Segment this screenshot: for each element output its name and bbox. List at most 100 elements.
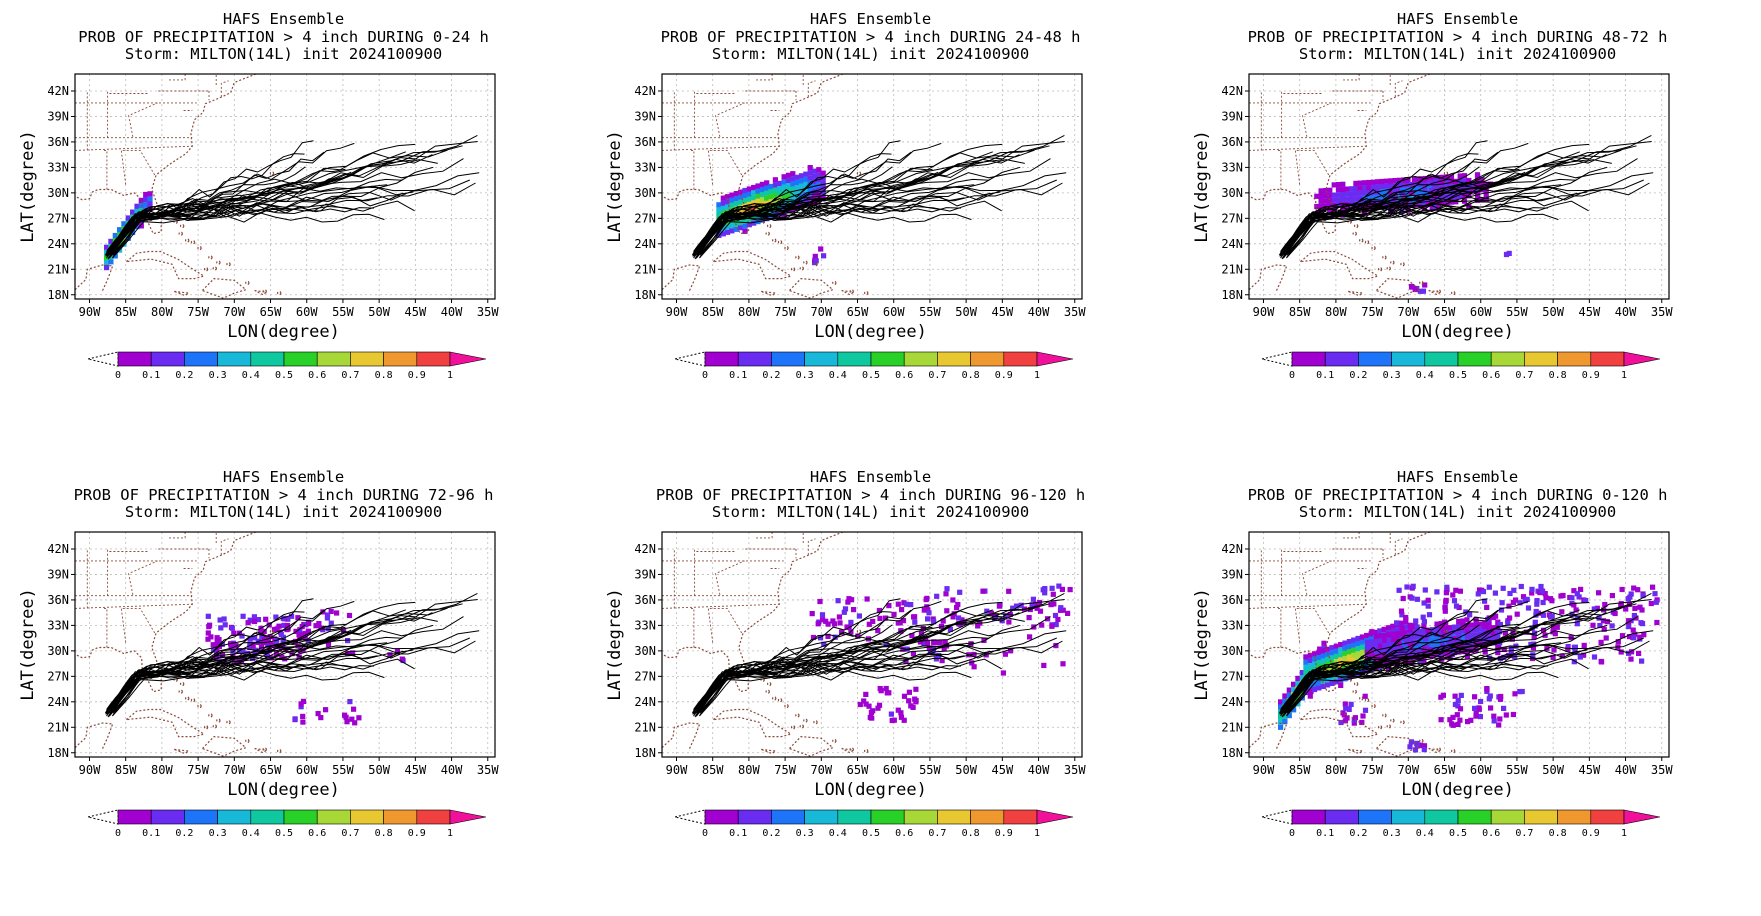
prob-cell <box>300 713 306 719</box>
prob-cell <box>134 203 140 209</box>
lon-tick-label: 55W <box>332 305 354 319</box>
prob-cell <box>1338 647 1344 653</box>
prob-cell <box>1396 193 1402 199</box>
lon-tick-label: 65W <box>260 763 282 777</box>
x-axis-label: LON(degree) <box>814 780 927 800</box>
prob-cell <box>1422 181 1428 187</box>
map-panel-3: HAFS Ensemble PROB OF PRECIPITATION > 4 i… <box>1174 0 1761 458</box>
prob-cell <box>1335 187 1342 193</box>
prob-cell <box>1390 647 1397 653</box>
lat-tick-label: 39N <box>47 567 69 581</box>
prob-cell <box>1464 643 1470 649</box>
prob-cell <box>1460 643 1466 650</box>
colorbar-swatch <box>1424 351 1459 367</box>
lat-tick-label: 30N <box>634 186 656 200</box>
prob-cell <box>908 602 914 608</box>
prob-cell <box>1548 613 1554 619</box>
lon-tick-label: 45W <box>1579 305 1601 319</box>
prob-cell <box>1466 193 1472 199</box>
panel-title-model: HAFS Ensemble <box>223 468 344 486</box>
prob-cell <box>1303 689 1309 696</box>
prob-cell <box>1486 625 1492 631</box>
prob-cell <box>1278 699 1284 705</box>
prob-cell <box>1598 658 1604 665</box>
prob-cell <box>1282 693 1288 699</box>
ensemble-tracks <box>1278 134 1654 260</box>
prob-cell <box>269 642 275 648</box>
lon-tick-label: 70W <box>223 763 245 777</box>
prob-cell <box>1403 624 1409 630</box>
prob-cell <box>1320 648 1326 654</box>
colorbar-tick-label: 0.5 <box>862 370 880 381</box>
prob-cell <box>1508 645 1514 652</box>
prob-cell <box>1303 659 1309 665</box>
prob-cell <box>1053 622 1059 628</box>
prob-cell <box>1329 645 1335 651</box>
prob-cell <box>1457 588 1463 594</box>
lat-tick-label: 24N <box>634 237 656 251</box>
prob-cell <box>816 172 822 178</box>
lon-tick-label: 80W <box>1325 305 1347 319</box>
prob-cell <box>1422 282 1428 288</box>
prob-cell <box>1370 184 1376 190</box>
prob-cell <box>1351 652 1357 658</box>
prob-cell <box>1327 187 1333 193</box>
lon-tick-label: 35W <box>1064 763 1086 777</box>
prob-cell <box>901 693 908 699</box>
prob-cell <box>1353 180 1359 186</box>
track-line <box>693 607 1035 715</box>
prob-cell <box>1408 739 1415 745</box>
prob-cell <box>1455 721 1461 727</box>
prob-cell <box>904 601 910 607</box>
prob-cell <box>1609 593 1615 599</box>
plot-frame <box>661 73 1083 300</box>
prob-cell <box>1505 618 1511 624</box>
prob-cell <box>143 197 149 203</box>
prob-cell <box>1440 200 1446 206</box>
lon-tick-label: 75W <box>1361 305 1383 319</box>
prob-cell <box>1373 643 1379 650</box>
prob-cell <box>950 597 956 603</box>
prob-cell <box>1636 650 1642 656</box>
prob-cell <box>1312 666 1318 672</box>
prob-cell <box>313 623 319 629</box>
prob-cell <box>803 171 809 177</box>
prob-cell <box>1026 615 1032 621</box>
prob-cell <box>1421 628 1427 634</box>
prob-cell <box>1425 603 1431 609</box>
track-line <box>1278 142 1529 256</box>
prob-cell <box>1501 654 1507 660</box>
track-line <box>110 636 342 711</box>
prob-cell <box>1338 672 1344 678</box>
prob-cell <box>1002 651 1008 657</box>
prob-cell <box>1429 205 1435 211</box>
prob-cell <box>1388 178 1394 184</box>
prob-cell <box>1000 670 1006 676</box>
track-line <box>112 624 434 716</box>
prob-cell <box>781 174 787 180</box>
prob-cell <box>1650 584 1656 590</box>
prob-cell <box>112 232 118 239</box>
prob-cell <box>1493 613 1499 619</box>
prob-cell <box>898 710 904 716</box>
prob-cell <box>1383 188 1389 194</box>
coastlines <box>1249 532 1456 757</box>
prob-cell <box>957 589 963 595</box>
prob-cell <box>1388 190 1394 196</box>
prob-cell <box>901 717 907 723</box>
prob-cell <box>883 685 889 692</box>
prob-cell <box>1040 587 1046 593</box>
ensemble-tracks <box>691 134 1067 260</box>
prob-cell <box>1379 178 1385 185</box>
colorbar-swatch <box>383 351 418 367</box>
prob-cell <box>1427 180 1433 186</box>
prob-cell <box>1472 694 1478 700</box>
prob-cell <box>1442 604 1448 610</box>
prob-cell <box>845 599 851 605</box>
prob-cell <box>1623 606 1629 612</box>
prob-cell <box>1390 631 1397 637</box>
prob-cell <box>1401 182 1407 188</box>
colorbar-tick-label: 0.3 <box>1383 828 1401 839</box>
prob-cell <box>1312 651 1318 657</box>
